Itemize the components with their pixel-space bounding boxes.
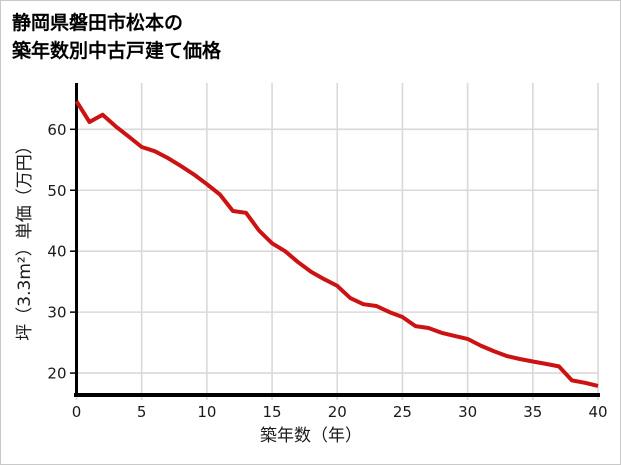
x-tick-label: 30 (458, 403, 477, 421)
y-tick-label: 30 (47, 304, 66, 322)
x-tick-label: 15 (263, 403, 282, 421)
y-tick-label: 60 (47, 121, 66, 139)
x-tick-label: 25 (393, 403, 412, 421)
chart-title: 静岡県磐田市松本の 築年数別中古戸建て価格 (12, 9, 221, 65)
x-tick-label: 20 (328, 403, 347, 421)
x-tick-label: 35 (523, 403, 542, 421)
chart-title-line1: 静岡県磐田市松本の (12, 12, 184, 34)
x-tick-label: 10 (197, 403, 216, 421)
y-tick-label: 40 (47, 243, 66, 261)
x-tick-label: 0 (72, 403, 82, 421)
x-axis-title: 築年数（年） (260, 426, 362, 446)
chart-title-line2: 築年数別中古戸建て価格 (12, 40, 222, 62)
y-tick-label: 50 (47, 182, 66, 200)
x-tick-label: 5 (137, 403, 147, 421)
price-line (74, 100, 599, 388)
x-tick-label: 40 (588, 403, 607, 421)
y-tick-label: 20 (47, 365, 66, 383)
y-axis-title: 坪（3.3m²）単価（万円） (15, 137, 35, 340)
